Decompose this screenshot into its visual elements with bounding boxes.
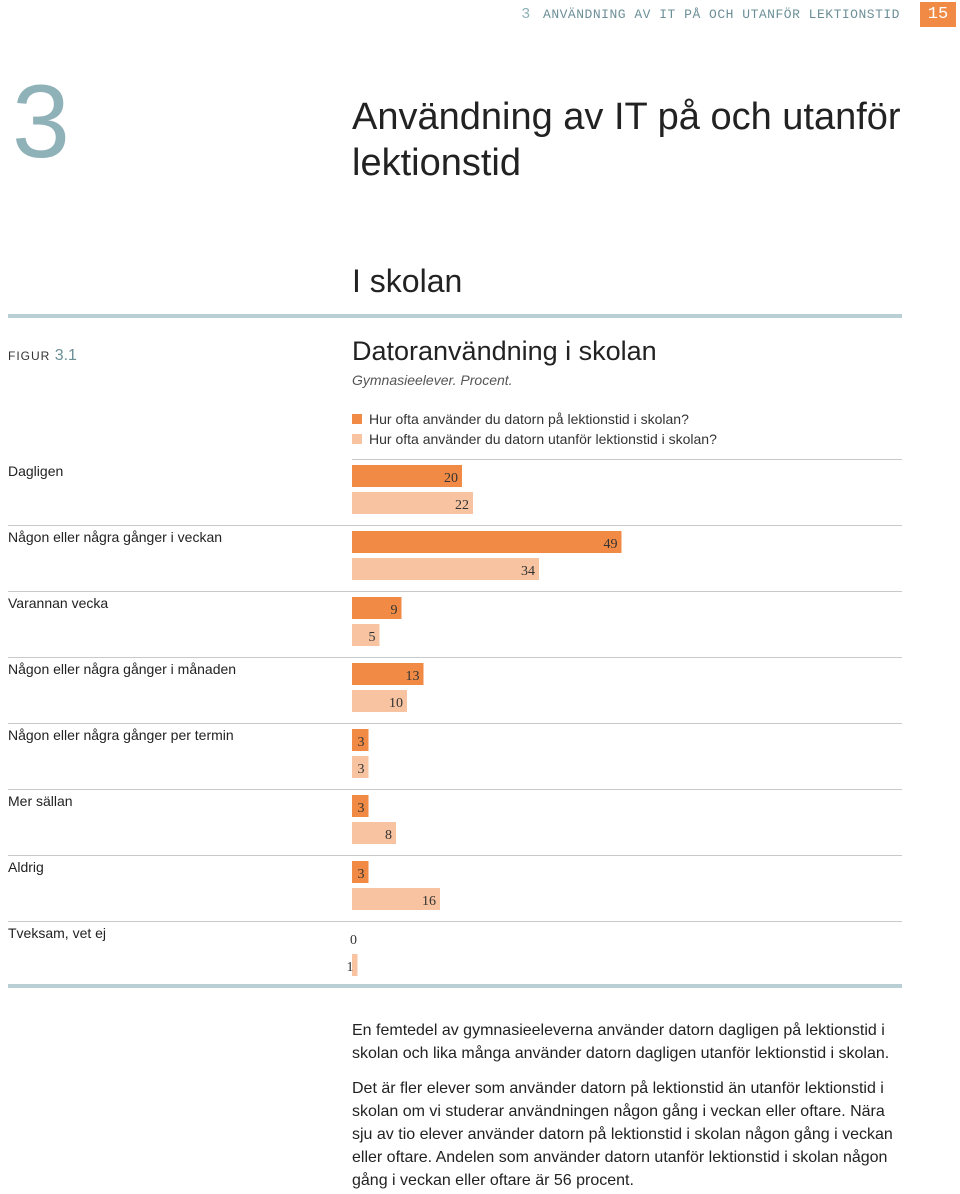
bar-value-label: 34 [521,564,535,579]
bar-value-label: 0 [350,933,357,948]
legend-swatch-series-2 [352,434,362,444]
category-label: Någon eller några gånger i månaden [8,661,236,677]
section-title: I skolan [352,263,463,299]
bar-value-label: 3 [358,762,365,777]
category-label: Någon eller några gånger per termin [8,727,234,743]
figure-number: 3.1 [54,347,77,364]
legend-item-series-1: Hur ofta använder du datorn på lektionst… [352,409,717,429]
bar-value-label: 3 [358,867,365,882]
chapter-number: 3 [12,64,70,180]
figure-bottom-rule [8,984,902,988]
figure-label: FIGUR 3.1 [8,347,77,365]
body-paragraph-2: Det är fler elever som använder datorn p… [352,1080,893,1189]
bar [352,795,369,817]
legend-label-series-1: Hur ofta använder du datorn på lektionst… [369,411,689,427]
bar-value-label: 20 [444,471,458,486]
bar [352,888,440,910]
bar-value-label: 5 [369,630,376,645]
category-label: Någon eller några gånger i veckan [8,529,222,545]
bar [352,756,369,778]
legend-item-series-2: Hur ofta använder du datorn utanför lekt… [352,429,717,449]
bar [352,597,402,619]
bar-value-label: 16 [422,894,436,909]
bar [352,954,358,976]
bar-value-label: 9 [391,603,398,618]
bar-value-label: 10 [389,696,403,711]
category-label: Tveksam, vet ej [8,925,106,941]
legend-label-series-2: Hur ofta använder du datorn utanför lekt… [369,431,717,447]
running-head: 3 ANVÄNDNING AV IT PÅ OCH UTANFÖR LEKTIO… [521,6,900,23]
category-label: Dagligen [8,463,63,479]
page-number: 15 [920,2,956,27]
chart-legend: Hur ofta använder du datorn på lektionst… [352,409,717,449]
bar-value-label: 8 [385,828,392,843]
bar [352,822,396,844]
category-label: Varannan vecka [8,595,108,611]
figure-label-text: FIGUR [8,349,51,363]
figure-title: Datoranvändning i skolan [352,336,657,366]
running-head-title: ANVÄNDNING AV IT PÅ OCH UTANFÖR LEKTIONS… [543,7,900,22]
body-paragraph-1: En femtedel av gymnasieeleverna använder… [352,1022,890,1062]
legend-swatch-series-1 [352,414,362,424]
category-label: Aldrig [8,859,44,875]
bar [352,531,622,553]
figure-subtitle: Gymnasieelever. Procent. [352,372,513,388]
bar [352,624,380,646]
bar-value-label: 3 [358,735,365,750]
bar-value-label: 49 [604,537,618,552]
bar [352,492,473,514]
bar-value-label: 1 [347,960,354,975]
figure-top-rule [8,314,902,318]
bar [352,861,369,883]
running-head-chapter-number: 3 [521,6,531,23]
bar-value-label: 13 [406,669,420,684]
bar-value-label: 22 [455,498,469,513]
bar [352,663,424,685]
bar [352,729,369,751]
bar [352,690,407,712]
chapter-title: Användning av IT på och utanför lektions… [352,96,901,184]
category-label: Mer sällan [8,793,73,809]
bar [352,558,539,580]
bar-value-label: 3 [358,801,365,816]
bar [352,465,462,487]
